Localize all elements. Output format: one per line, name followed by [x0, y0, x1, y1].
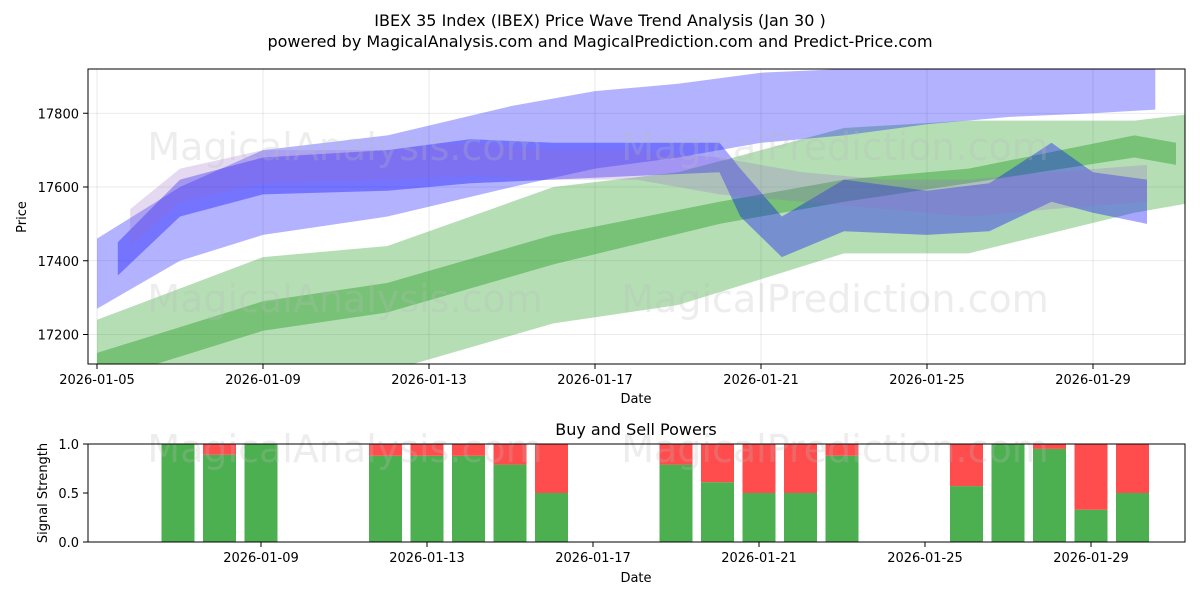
- price-plot: MagicalAnalysis.com MagicalPrediction.co…: [15, 68, 1186, 407]
- sell-bar: [825, 444, 859, 456]
- sell-bar: [742, 444, 776, 493]
- power-x-axis-label: Date: [620, 571, 651, 586]
- buy-bar: [1074, 509, 1108, 542]
- sell-bar: [1074, 444, 1108, 510]
- sell-bar: [950, 444, 983, 487]
- buy-bar: [1033, 448, 1066, 542]
- watermark-analysis-bottom: MagicalAnalysis.com: [147, 427, 542, 471]
- sell-bar: [784, 444, 817, 493]
- buy-bar: [452, 455, 485, 542]
- price-x-tick-label: 2026-01-29: [1055, 373, 1131, 388]
- price-x-tick-label: 2026-01-25: [889, 373, 965, 388]
- power-x-tick-label: 2026-01-09: [223, 551, 299, 566]
- sell-bar: [203, 444, 236, 455]
- buy-bar: [1116, 493, 1149, 542]
- power-chart-title: Buy and Sell Powers: [555, 420, 717, 439]
- price-grid: [88, 69, 1185, 364]
- chart-title-line-2: powered by MagicalAnalysis.com and Magic…: [267, 32, 932, 51]
- band-blue-wave-core: [117, 139, 1147, 276]
- price-plot-frame: [87, 68, 1186, 365]
- price-y-axis-label: Price: [15, 201, 30, 233]
- price-x-tick-label: 2026-01-05: [59, 373, 135, 388]
- sell-bar: [659, 444, 693, 465]
- band-green-trend-outer: [97, 114, 1185, 364]
- sell-bar: [535, 444, 568, 493]
- power-y-ticks: 0.0 0.5 1.0: [58, 438, 88, 551]
- price-x-tick-label: 2026-01-09: [225, 373, 301, 388]
- sell-bar: [493, 444, 527, 465]
- power-x-tick-label: 2026-01-29: [1053, 551, 1129, 566]
- power-plot: Buy and Sell Powers MagicalAnalysis.com …: [36, 420, 1186, 586]
- sell-bar: [369, 444, 402, 456]
- watermark-prediction-top: MagicalPrediction.com: [621, 125, 1049, 169]
- price-bands: [97, 69, 1185, 364]
- buy-bar: [161, 444, 195, 542]
- buy-bar: [410, 455, 444, 542]
- band-blue-wave-upper: [97, 69, 1156, 309]
- sell-bar: [452, 444, 485, 456]
- chart-title-line-1: IBEX 35 Index (IBEX) Price Wave Trend An…: [374, 11, 825, 30]
- sell-bar: [1033, 444, 1066, 449]
- price-y-tick-label: 17400: [38, 255, 79, 270]
- price-y-tick-label: 17800: [38, 107, 79, 122]
- watermark-analysis-mid: MagicalAnalysis.com: [147, 277, 542, 321]
- band-green-trend-inner: [97, 135, 1176, 364]
- band-purple-wave: [130, 142, 1147, 246]
- power-x-tick-label: 2026-01-25: [887, 551, 963, 566]
- buy-bar: [950, 486, 983, 542]
- watermark-analysis-top: MagicalAnalysis.com: [147, 125, 542, 169]
- power-bars: [161, 444, 1149, 542]
- price-y-ticks: 17200 17400 17600 17800: [38, 107, 88, 344]
- watermark-prediction-mid: MagicalPrediction.com: [621, 277, 1049, 321]
- buy-bar: [784, 493, 817, 542]
- sell-bar: [1116, 444, 1149, 493]
- price-y-tick-label: 17600: [38, 181, 79, 196]
- buy-bar: [493, 464, 527, 542]
- buy-bar: [701, 482, 734, 542]
- buy-bar: [825, 455, 859, 542]
- power-y-tick-label: 0.5: [58, 487, 79, 502]
- buy-bar: [659, 464, 693, 542]
- power-y-tick-label: 1.0: [58, 438, 79, 453]
- price-x-tick-label: 2026-01-21: [723, 373, 799, 388]
- power-y-tick-label: 0.0: [58, 536, 79, 551]
- watermark-prediction-bottom: MagicalPrediction.com: [621, 427, 1049, 471]
- sell-bar: [410, 444, 444, 456]
- power-x-ticks: 2026-01-09 2026-01-13 2026-01-17 2026-01-21…: [223, 542, 1129, 566]
- power-x-tick-label: 2026-01-13: [389, 551, 465, 566]
- buy-bar: [742, 493, 776, 542]
- sell-bar: [701, 444, 734, 483]
- buy-bar: [244, 444, 278, 542]
- price-y-tick-label: 17200: [38, 329, 79, 344]
- price-x-ticks: 2026-01-05 2026-01-09 2026-01-13 2026-01-17…: [59, 364, 1131, 388]
- power-y-axis-label: Signal Strength: [36, 443, 51, 543]
- power-x-tick-label: 2026-01-17: [555, 551, 631, 566]
- buy-bar: [991, 444, 1025, 542]
- buy-bar: [369, 455, 402, 542]
- buy-bar: [203, 454, 236, 542]
- price-x-tick-label: 2026-01-13: [391, 373, 467, 388]
- power-x-tick-label: 2026-01-21: [721, 551, 797, 566]
- price-x-axis-label: Date: [620, 392, 651, 407]
- price-x-tick-label: 2026-01-17: [557, 373, 633, 388]
- buy-bar: [535, 493, 568, 542]
